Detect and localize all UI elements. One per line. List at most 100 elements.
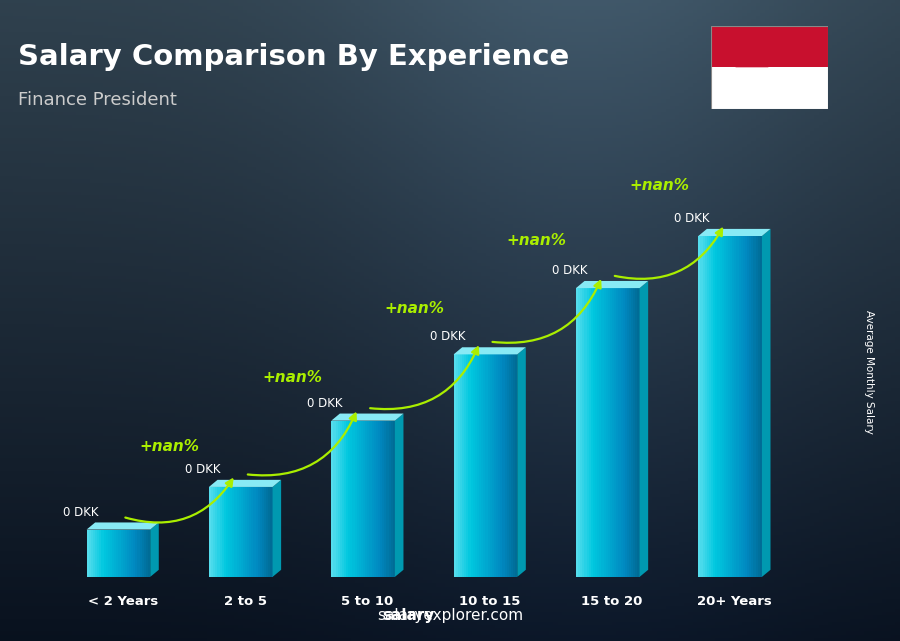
Polygon shape (756, 236, 758, 577)
Polygon shape (262, 487, 264, 577)
Polygon shape (614, 288, 617, 577)
Text: < 2 Years: < 2 Years (87, 595, 158, 608)
Polygon shape (141, 529, 144, 577)
Polygon shape (576, 288, 578, 577)
Polygon shape (389, 420, 391, 577)
Polygon shape (762, 229, 770, 577)
Text: +nan%: +nan% (629, 178, 689, 194)
Polygon shape (736, 236, 739, 577)
Polygon shape (505, 354, 507, 577)
Polygon shape (724, 236, 726, 577)
Text: +nan%: +nan% (262, 370, 322, 385)
Polygon shape (102, 529, 104, 577)
Polygon shape (356, 420, 359, 577)
Polygon shape (496, 354, 499, 577)
Polygon shape (224, 487, 226, 577)
Polygon shape (616, 288, 618, 577)
Polygon shape (148, 529, 150, 577)
Polygon shape (135, 529, 138, 577)
Polygon shape (215, 487, 218, 577)
Polygon shape (218, 487, 220, 577)
Polygon shape (209, 487, 212, 577)
Polygon shape (212, 487, 213, 577)
Polygon shape (144, 529, 146, 577)
Polygon shape (331, 420, 333, 577)
Polygon shape (359, 420, 361, 577)
Polygon shape (518, 347, 526, 577)
Polygon shape (634, 288, 635, 577)
Polygon shape (382, 420, 384, 577)
Polygon shape (460, 354, 462, 577)
Polygon shape (706, 236, 709, 577)
Polygon shape (703, 236, 705, 577)
Polygon shape (127, 529, 129, 577)
Polygon shape (500, 354, 502, 577)
Polygon shape (392, 420, 395, 577)
Polygon shape (455, 354, 458, 577)
Polygon shape (511, 354, 513, 577)
Polygon shape (627, 288, 629, 577)
Polygon shape (515, 354, 518, 577)
Polygon shape (454, 354, 455, 577)
Text: Salary Comparison By Experience: Salary Comparison By Experience (18, 44, 569, 71)
Bar (711, 26, 828, 67)
Polygon shape (237, 487, 239, 577)
Polygon shape (248, 487, 249, 577)
Polygon shape (331, 413, 403, 420)
Polygon shape (700, 236, 703, 577)
Polygon shape (131, 529, 133, 577)
Polygon shape (361, 420, 363, 577)
Polygon shape (228, 487, 230, 577)
Polygon shape (125, 529, 127, 577)
Polygon shape (150, 522, 158, 577)
Polygon shape (363, 420, 365, 577)
Polygon shape (462, 354, 464, 577)
Polygon shape (752, 236, 753, 577)
Polygon shape (129, 529, 131, 577)
Polygon shape (760, 236, 762, 577)
Polygon shape (342, 420, 344, 577)
Bar (711, 67, 828, 109)
Polygon shape (508, 354, 511, 577)
Text: Average Monthly Salary: Average Monthly Salary (863, 310, 874, 434)
Polygon shape (133, 529, 135, 577)
Polygon shape (601, 288, 604, 577)
Polygon shape (336, 420, 338, 577)
Polygon shape (739, 236, 741, 577)
Polygon shape (719, 236, 722, 577)
Polygon shape (598, 288, 599, 577)
Polygon shape (372, 420, 374, 577)
Polygon shape (104, 529, 105, 577)
Polygon shape (513, 354, 515, 577)
Polygon shape (590, 288, 593, 577)
Polygon shape (454, 347, 526, 354)
Text: Finance President: Finance President (18, 91, 177, 110)
Polygon shape (747, 236, 749, 577)
Polygon shape (620, 288, 623, 577)
Polygon shape (230, 487, 232, 577)
Polygon shape (114, 529, 116, 577)
Polygon shape (108, 529, 110, 577)
Polygon shape (146, 529, 148, 577)
Polygon shape (741, 236, 742, 577)
Polygon shape (709, 236, 711, 577)
Polygon shape (346, 420, 348, 577)
Polygon shape (472, 354, 475, 577)
Polygon shape (370, 420, 372, 577)
Polygon shape (110, 529, 112, 577)
Polygon shape (726, 236, 728, 577)
Polygon shape (488, 354, 490, 577)
Polygon shape (580, 288, 582, 577)
Text: 15 to 20: 15 to 20 (581, 595, 643, 608)
Polygon shape (105, 529, 108, 577)
Polygon shape (753, 236, 756, 577)
Polygon shape (386, 420, 389, 577)
Polygon shape (623, 288, 625, 577)
Polygon shape (608, 288, 610, 577)
Polygon shape (466, 354, 469, 577)
Polygon shape (742, 236, 745, 577)
Polygon shape (95, 529, 97, 577)
Polygon shape (717, 236, 719, 577)
Polygon shape (273, 480, 281, 577)
Polygon shape (97, 529, 99, 577)
